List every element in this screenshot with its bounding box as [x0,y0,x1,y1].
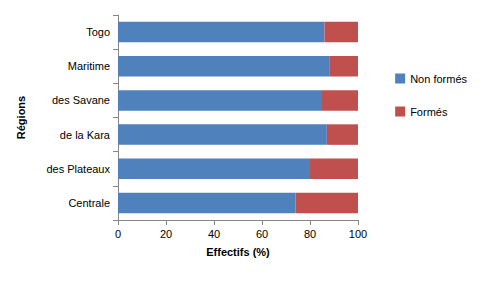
svg-text:des Plateaux: des Plateaux [46,163,110,175]
svg-text:Formés: Formés [410,106,448,118]
svg-text:des Savane: des Savane [52,94,110,106]
svg-text:0: 0 [115,228,121,240]
svg-text:40: 40 [208,228,220,240]
svg-text:Non formés: Non formés [410,73,467,85]
svg-text:Régions: Régions [15,96,27,139]
svg-text:80: 80 [304,228,316,240]
svg-text:Togo: Togo [86,26,110,38]
svg-text:Effectifs (%): Effectifs (%) [206,246,270,258]
svg-text:de la Kara: de la Kara [60,129,111,141]
svg-text:Maritime: Maritime [68,60,110,72]
svg-text:20: 20 [160,228,172,240]
svg-text:100: 100 [349,228,367,240]
svg-text:60: 60 [256,228,268,240]
svg-text:Centrale: Centrale [68,197,110,209]
